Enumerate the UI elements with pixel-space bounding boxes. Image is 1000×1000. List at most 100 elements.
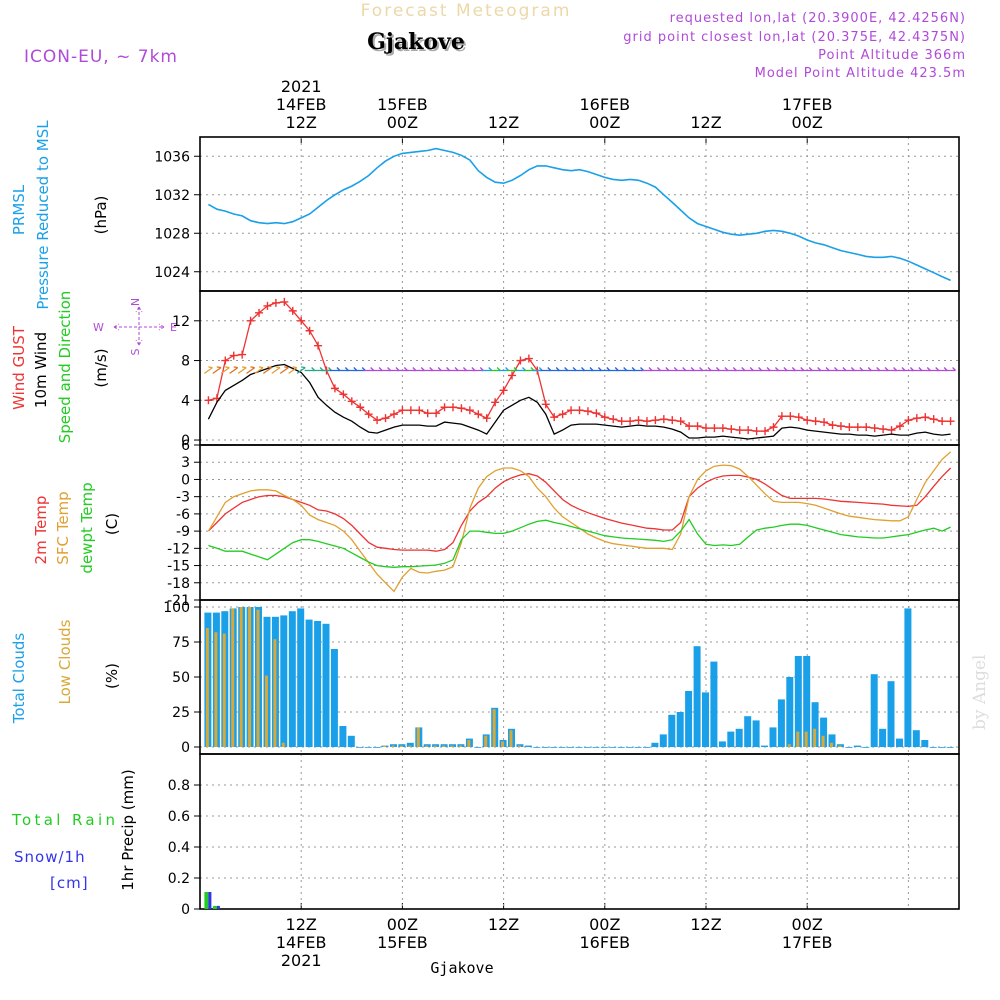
- total-cloud-bar: [288, 611, 296, 747]
- total-cloud-bar: [364, 747, 372, 748]
- gust-marker: [280, 297, 289, 306]
- total-cloud-bar: [820, 717, 828, 747]
- low-cloud-bar: [383, 745, 386, 747]
- dewpoint-line: [208, 518, 951, 568]
- low-cloud-bar: [281, 742, 285, 747]
- sfc-label: SFC Temp: [54, 491, 72, 564]
- low-cloud-bar: [205, 628, 209, 747]
- total-cloud-bar: [643, 747, 650, 748]
- total-cloud-bar: [752, 720, 760, 747]
- watermark: by Angel: [970, 655, 990, 731]
- total-cloud-bar: [474, 747, 482, 748]
- y-tick-label: -21: [167, 593, 190, 609]
- pressure-line: [208, 147, 951, 282]
- total-cloud-bar: [280, 615, 288, 747]
- gust-marker: [255, 308, 264, 317]
- low-cloud-bar: [222, 633, 226, 747]
- y-tick-label: 0.8: [168, 778, 190, 794]
- bottom-tick-label: 00Z: [589, 915, 620, 934]
- gust-marker: [811, 417, 820, 426]
- gust-marker: [820, 418, 829, 427]
- gust-marker: [651, 416, 660, 425]
- snow-label: Snow/1h: [14, 848, 86, 866]
- total-cloud-bar: [794, 656, 802, 747]
- requested-coordinates: requested lon,lat (20.3900E, 42.4256N): [670, 11, 966, 26]
- wind-barb: [271, 366, 281, 374]
- gust-marker: [288, 306, 297, 315]
- wind-barb: [296, 366, 306, 374]
- total-cloud-bar: [676, 712, 684, 747]
- gust-marker: [600, 413, 609, 422]
- gust-marker: [685, 422, 694, 431]
- y-tick-label: -12: [167, 541, 190, 557]
- wind-barb: [288, 366, 298, 374]
- low-cloud-bar: [796, 731, 800, 747]
- y-tick-label: 6: [181, 438, 190, 454]
- gust-marker: [862, 423, 871, 432]
- low-cloud-bar: [458, 745, 462, 747]
- gust-marker: [356, 403, 365, 412]
- gust-marker: [347, 397, 356, 406]
- wind-barb: [945, 367, 957, 372]
- wind-unit: (m/s): [92, 348, 110, 387]
- snow-unit-label: [cm]: [50, 874, 89, 892]
- gust-marker: [465, 406, 474, 415]
- total-cloud-bar: [592, 747, 600, 748]
- pressure-label: Pressure Reduced to MSL: [34, 120, 52, 310]
- bottom-tick-label: 00Z: [387, 915, 418, 934]
- y-tick-label: -18: [167, 576, 190, 592]
- gust-marker: [702, 424, 710, 433]
- low-cloud-bar: [256, 609, 260, 747]
- total-cloud-bar: [347, 735, 355, 747]
- gust-marker: [879, 425, 888, 434]
- bottom-tick-label: 15FEB: [377, 933, 428, 952]
- pressure-labels: Pressure Reduced to MSL PRMSL (hPa): [10, 120, 110, 310]
- gust-marker: [406, 406, 415, 415]
- compass-w: W: [93, 321, 104, 334]
- gust-marker: [735, 426, 744, 435]
- temp-unit: (C): [103, 513, 121, 535]
- gust-marker: [592, 409, 601, 418]
- y-tick-label: 1036: [154, 149, 190, 165]
- gust-marker: [727, 425, 736, 434]
- total-cloud-bar: [769, 727, 777, 747]
- gust-marker: [314, 341, 323, 350]
- y-tick-label: 25: [172, 705, 190, 721]
- gust-marker: [870, 424, 879, 433]
- location-title: Gjakove: [369, 31, 467, 57]
- point-altitude: Point Altitude 366m: [818, 48, 966, 63]
- rain-bar: [204, 892, 209, 909]
- top-tick-label: 00Z: [589, 113, 620, 132]
- y-tick-label: -3: [176, 490, 190, 506]
- top-tick-label: 12Z: [286, 113, 317, 132]
- sfc-temp-line: [207, 451, 952, 593]
- gust-marker: [524, 354, 533, 363]
- low-cloud-bar: [231, 608, 235, 747]
- bottom-tick-label: 14FEB: [276, 933, 327, 952]
- total-cloud-bar: [938, 747, 946, 748]
- gust-marker: [634, 416, 643, 425]
- snow-bar: [216, 905, 220, 909]
- y-tick-label: 3: [181, 455, 190, 471]
- low-cloud-bar: [830, 742, 833, 747]
- snow-bar: [208, 892, 212, 909]
- total-cloud-bar: [685, 691, 693, 747]
- y-tick-label: 1028: [154, 226, 190, 242]
- gust-marker: [381, 414, 390, 423]
- compass-n: N: [129, 298, 142, 306]
- gust-marker: [364, 410, 373, 419]
- gust-marker: [668, 416, 677, 425]
- bottom-tick-label: 00Z: [792, 915, 823, 934]
- gust-marker: [845, 423, 854, 432]
- total-cloud-bar: [524, 745, 532, 747]
- bottom-tick-label: 2021: [281, 951, 322, 970]
- gust-marker: [246, 316, 255, 325]
- total-cloud-bar: [330, 649, 338, 747]
- total-cloud-bar: [803, 656, 811, 747]
- total-cloud-bar: [339, 726, 347, 747]
- low-cloud-bar: [838, 745, 842, 747]
- total-cloud-bar: [744, 716, 752, 747]
- wind-barb: [254, 366, 264, 374]
- total-cloud-bar: [904, 608, 912, 747]
